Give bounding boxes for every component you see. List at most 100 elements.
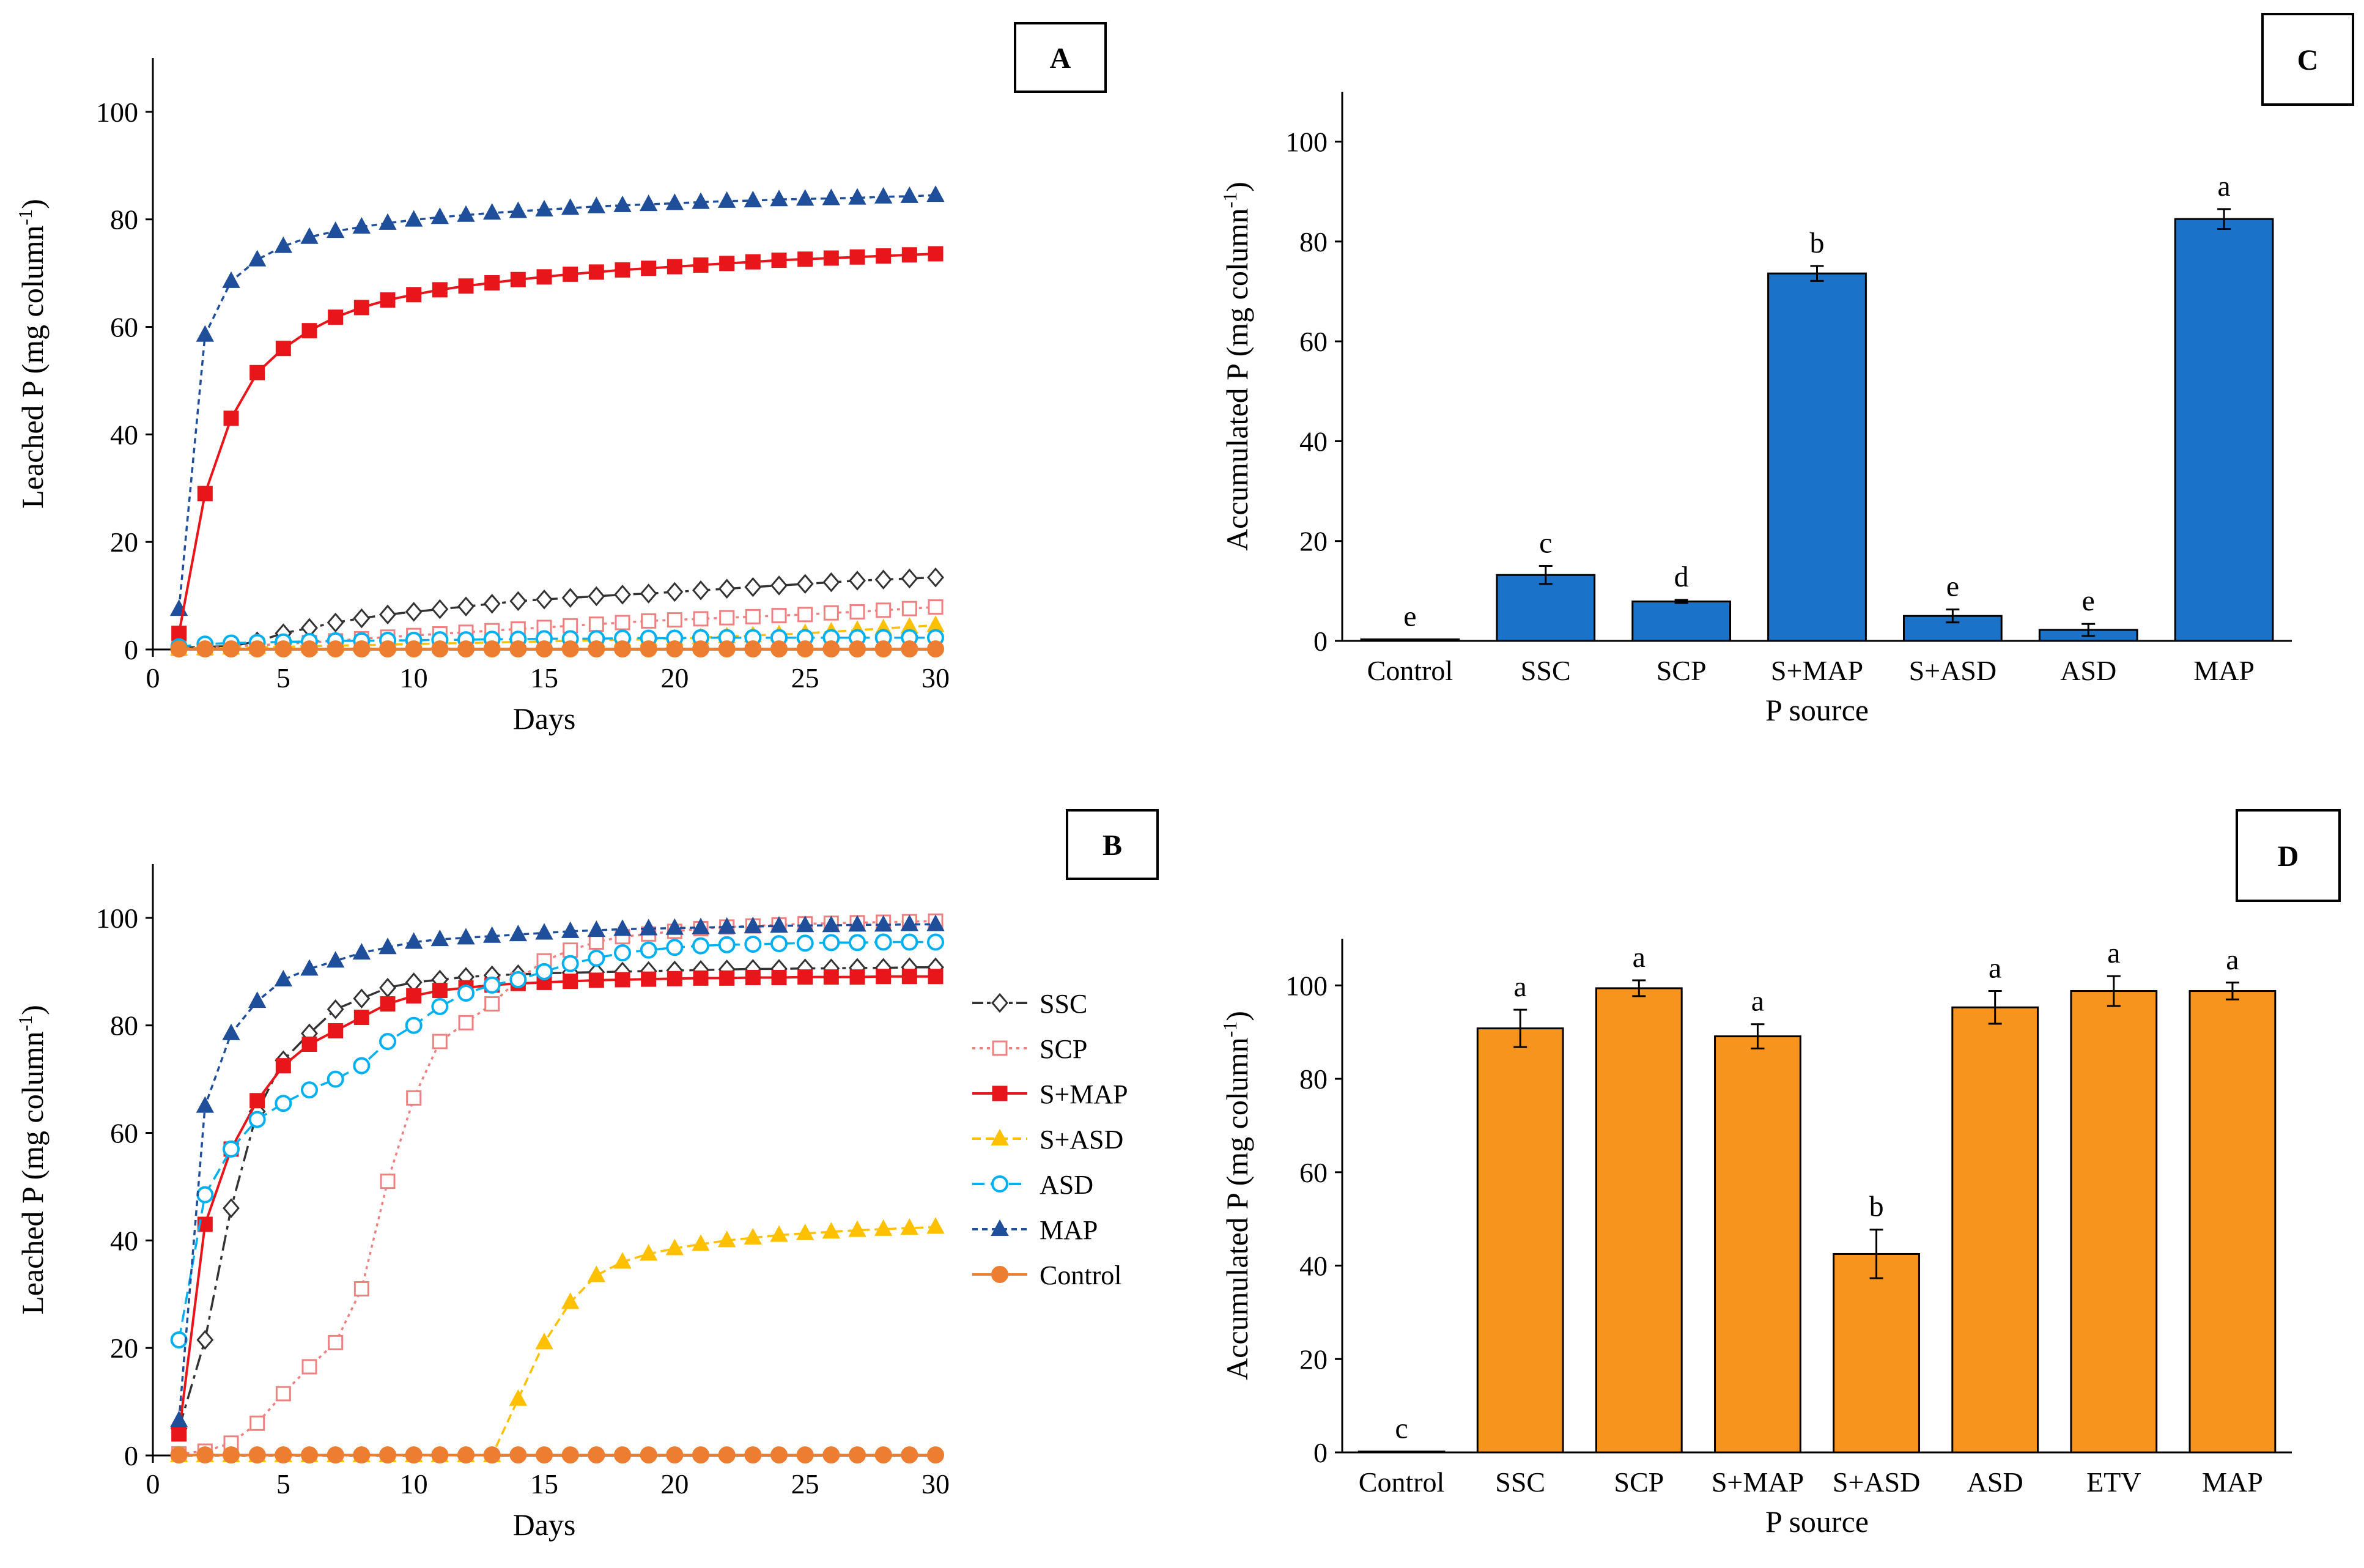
point-s-map-a [301,323,317,339]
point-control-b [588,1446,605,1464]
x-tick-label-b: 15 [530,1468,558,1500]
point-ssc-a [822,572,840,593]
point-map-b [587,920,606,937]
point-map-a [665,193,684,210]
point-map-b [613,919,632,936]
point-asd-b [431,997,449,1015]
y-tick-label-a: 100 [96,97,138,128]
point-s-map-a [745,254,761,270]
point-control-a [770,640,788,658]
point-s-map-b [771,969,787,985]
point-control-b [223,1446,240,1464]
point-s-map-a [797,251,813,267]
point-s-map-b [876,969,892,985]
point-s-map-a [223,410,239,426]
x-tick-label-b: 5 [276,1468,290,1500]
y-tick-label-a: 60 [110,312,138,343]
point-s-map-a [536,269,552,285]
x-tick-label-a: 10 [400,662,428,693]
point-s-asd-b [665,1238,684,1256]
x-tick-label-b: 30 [922,1468,950,1500]
legend-label-control: Control [1040,1260,1121,1290]
series-line-s-map-b [177,975,936,1435]
point-ssc-b [353,988,371,1009]
point-control-b [457,1446,475,1464]
y-tick-label-c: 80 [1299,226,1328,257]
point-asd-b [614,944,631,962]
point-asd-b [822,934,840,952]
point-s-map-a [615,262,630,278]
bar-s-map-c [1767,272,1867,642]
point-map-b [717,917,736,934]
point-asd-b [405,1016,423,1034]
x-tick-label-etv-d: ETV [2086,1466,2141,1498]
point-scp-b [563,942,578,958]
panel-c-bar-chart: 0 20 40 60 80 100 e Control c SSC d SCP b S+MAP e S+ASD… [1219,13,2354,727]
point-asd-b [770,935,788,953]
point-control-a [822,640,840,658]
point-scp-a [771,608,787,624]
point-asd-b [536,963,553,980]
point-ssc-a [692,580,709,601]
point-s-map-b [588,972,604,988]
point-scp-a [823,605,839,621]
point-map-a [848,188,866,205]
point-s-asd-b [692,1234,710,1251]
point-control-a [849,640,866,658]
point-s-asd-b [587,1265,606,1282]
point-control-b [509,1446,527,1464]
point-control-a [275,640,292,658]
point-s-map-b [249,1093,265,1109]
point-s-map-a [510,272,526,287]
x-tick-label-a: 20 [660,662,689,693]
point-map-a [796,189,814,206]
point-map-a [770,190,788,207]
bar-control-c [1360,638,1460,642]
point-control-b [901,1446,918,1464]
x-tick-label-s-map-d: S+MAP [1712,1466,1804,1498]
point-control-b [301,1446,318,1464]
y-tick-label-b: 80 [110,1010,138,1041]
point-asd-b [327,1070,344,1088]
y-tick-label-b: 60 [110,1118,138,1149]
x-tick-label-asd-d: ASD [1967,1466,2023,1498]
point-ssc-a [666,582,684,602]
point-control-b [796,1446,814,1464]
point-ssc-a [561,588,579,608]
y-tick-label-d: 60 [1299,1157,1328,1188]
point-control-b [666,1446,684,1464]
point-map-b [692,917,710,934]
series-line-scp-b [179,920,936,1455]
point-scp-a [849,604,865,619]
point-control-b [405,1446,423,1464]
point-control-b [353,1446,371,1464]
point-asd-b [718,936,736,953]
point-ssc-a [379,604,396,625]
point-map-b [196,1096,215,1113]
panel-label-b: B [1103,829,1122,862]
point-map-b [300,959,319,976]
point-control-b [614,1446,631,1464]
point-ssc-a [796,574,814,594]
point-control-a [223,640,240,658]
point-control-a [796,640,814,658]
point-s-map-a [249,364,265,380]
x-tick-label-s-asd-c: S+ASD [1909,655,1997,686]
bar-s-asd-d [1833,1252,1920,1454]
point-map-b [744,916,763,933]
point-s-asd-b [822,1222,841,1239]
point-ssc-a [353,608,371,629]
point-control-b [170,1446,188,1464]
point-s-map-a [353,300,369,316]
point-control-b [849,1446,866,1464]
point-control-b [536,1446,553,1464]
panel-b-line-chart: 0 20 40 60 80 100 0 5 10 15 20 25 30 Days Leached P (m… [14,809,1159,1542]
point-s-asd-b [900,1218,919,1235]
significance-letter-s-asd-d: b [1869,1191,1884,1223]
point-scp-b [484,996,500,1012]
point-control-a [718,640,736,658]
x-tick-label-map-c: MAP [2193,655,2255,686]
y-axis-title-c: Accumulated P (mg column-1) [1219,182,1254,551]
y-tick-label-c: 100 [1285,127,1328,158]
